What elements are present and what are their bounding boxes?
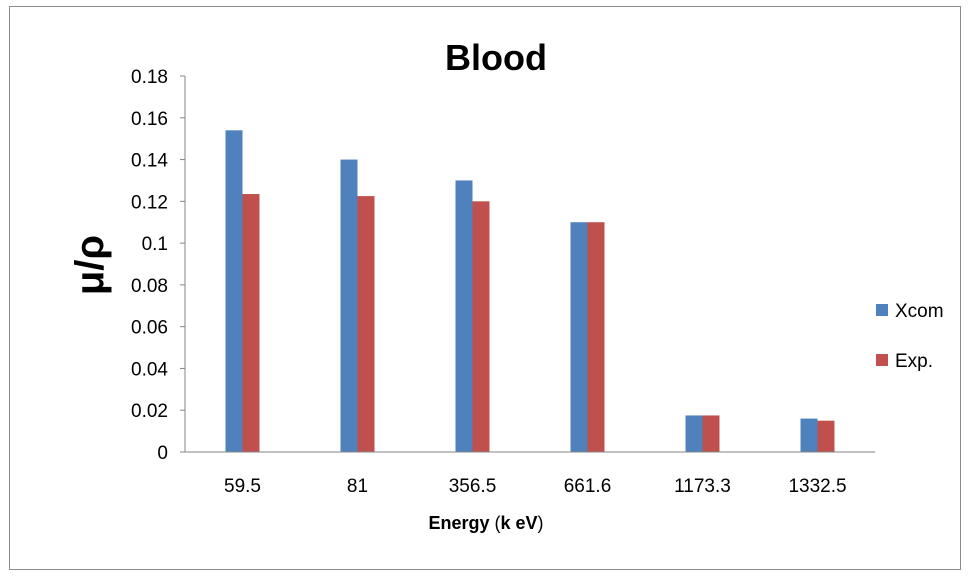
- y-tick-label: 0: [157, 443, 168, 464]
- x-tick-label: 1332.5: [788, 476, 846, 497]
- y-tick-label: 0.06: [131, 318, 168, 339]
- x-tick-label: 661.6: [564, 476, 612, 497]
- bar-exp-0: [242, 194, 260, 452]
- bar-xcom-4: [685, 415, 703, 452]
- bar-xcom-1: [340, 159, 358, 453]
- bar-xcom-2: [455, 180, 473, 452]
- y-tick-label: 0.08: [131, 276, 168, 297]
- bar-exp-4: [702, 415, 720, 452]
- legend: Xcom Exp.: [876, 301, 944, 372]
- y-tick-label: 0.12: [131, 192, 168, 213]
- x-axis-label: Energy (k eV): [428, 513, 543, 533]
- y-tick-label: 0.1: [142, 234, 168, 255]
- y-tick-label: 0.04: [131, 359, 168, 380]
- chart-title: Blood: [445, 37, 547, 78]
- y-tick-label: 0.14: [131, 151, 168, 172]
- x-tick-label: 1173.3: [674, 476, 731, 497]
- bar-exp-5: [817, 420, 835, 452]
- bar-xcom-3: [570, 222, 588, 452]
- y-tick-label: 0.18: [131, 67, 168, 88]
- y-axis-label: μ/ρ: [68, 235, 112, 295]
- legend-swatch-0: [876, 304, 888, 316]
- x-tick-label: 356.5: [449, 476, 497, 497]
- x-axis-label-prefix: Energy: [428, 513, 494, 533]
- y-tick-label: 0.02: [131, 401, 168, 422]
- x-axis-label-unit: k eV: [501, 513, 538, 533]
- bar-xcom-0: [225, 130, 243, 453]
- legend-label-0: Xcom: [895, 301, 944, 322]
- bar-exp-1: [357, 196, 375, 452]
- legend-label-1: Exp.: [895, 351, 933, 372]
- legend-swatch-1: [876, 354, 888, 366]
- bar-xcom-5: [800, 418, 818, 452]
- y-tick-label: 0.16: [131, 109, 168, 130]
- bar-series: [225, 130, 835, 453]
- x-tick-label: 59.5: [224, 476, 261, 497]
- x-tick-label: 81: [347, 476, 368, 497]
- bar-exp-2: [472, 201, 490, 452]
- bar-exp-3: [587, 222, 605, 452]
- x-axis-label-close: ): [538, 513, 544, 533]
- x-axis-label-open: (: [495, 513, 501, 533]
- x-axis-ticks: 59.5 81 356.5 661.6 1173.3 1332.5: [224, 476, 847, 497]
- y-axis-ticks: 0 0.02 0.04 0.06 0.08 0.1 0.12 0.14 0.16 0.18: [131, 67, 185, 464]
